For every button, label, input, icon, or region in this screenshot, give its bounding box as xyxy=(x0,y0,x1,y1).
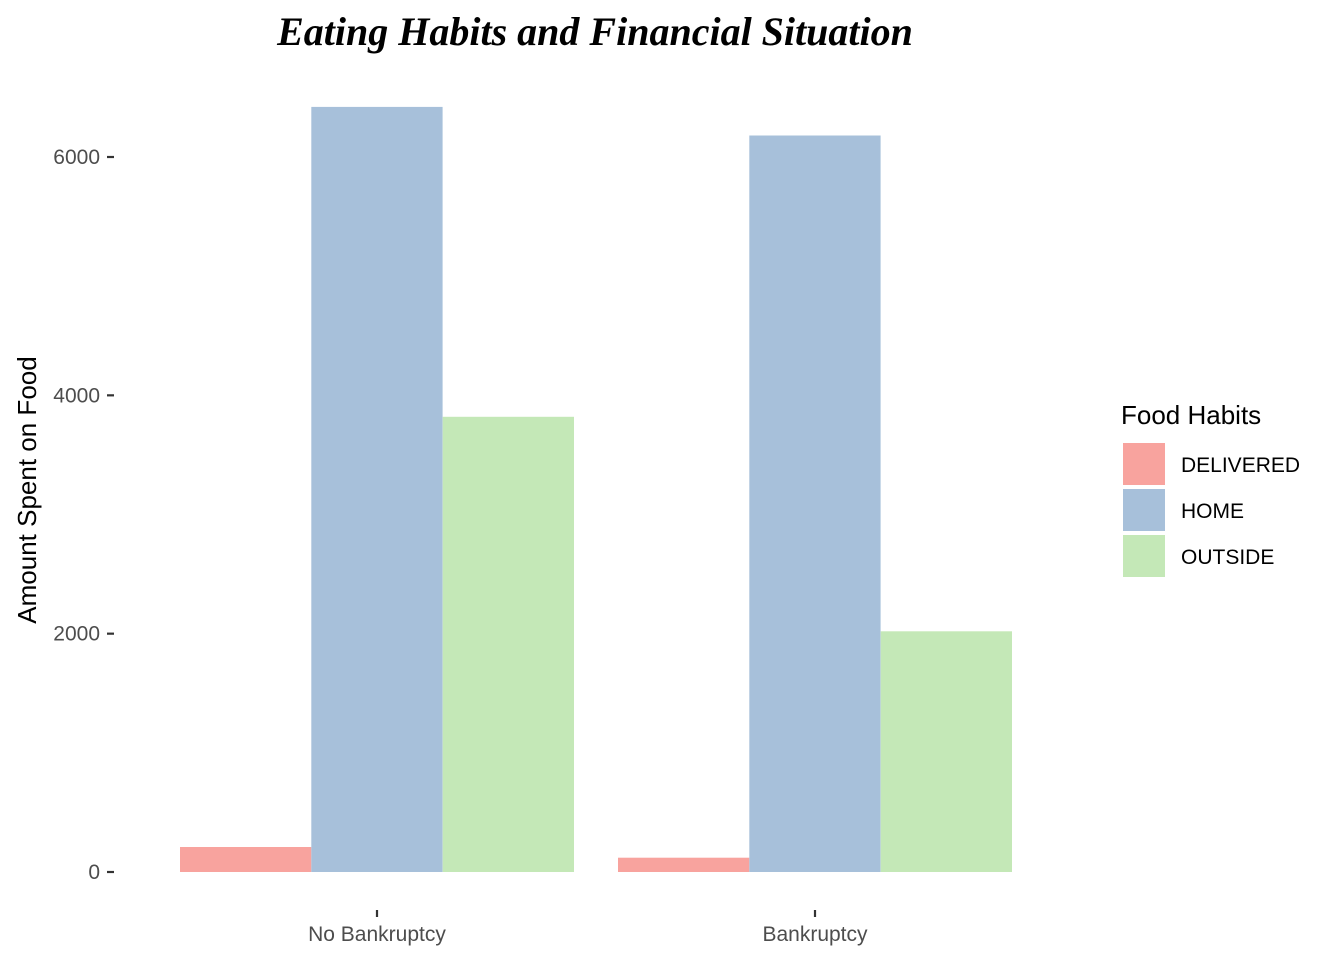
y-axis-title-group: Amount Spent on Food xyxy=(12,356,42,623)
legend: Food Habits DELIVERED HOME OUTSIDE xyxy=(1121,400,1300,577)
legend-swatch-home xyxy=(1123,489,1165,531)
x-tick-label: Bankruptcy xyxy=(762,923,868,946)
x-axis: No Bankruptcy Bankruptcy xyxy=(308,910,868,946)
y-tick-label: 6000 xyxy=(53,146,100,169)
bar-delivered-no-bankruptcy xyxy=(180,847,312,872)
y-tick-label: 4000 xyxy=(53,384,100,407)
chart-title: Eating Habits and Financial Situation xyxy=(276,9,913,54)
bar-outside-bankruptcy xyxy=(880,631,1012,872)
legend-title: Food Habits xyxy=(1121,400,1261,430)
legend-label-delivered: DELIVERED xyxy=(1181,454,1300,477)
legend-label-outside: OUTSIDE xyxy=(1181,546,1274,569)
bar-home-no-bankruptcy xyxy=(311,106,443,872)
bar-delivered-bankruptcy xyxy=(618,857,750,872)
y-axis-title: Amount Spent on Food xyxy=(12,356,42,623)
y-axis: 0 2000 4000 6000 xyxy=(53,146,114,884)
legend-label-home: HOME xyxy=(1181,500,1244,523)
bars xyxy=(180,106,1012,872)
y-tick-label: 0 xyxy=(88,861,100,884)
legend-swatch-delivered xyxy=(1123,443,1165,485)
y-tick-label: 2000 xyxy=(53,623,100,646)
bar-home-bankruptcy xyxy=(749,135,881,872)
bar-outside-no-bankruptcy xyxy=(442,416,574,872)
x-tick-label: No Bankruptcy xyxy=(308,923,446,946)
legend-swatch-outside xyxy=(1123,535,1165,577)
